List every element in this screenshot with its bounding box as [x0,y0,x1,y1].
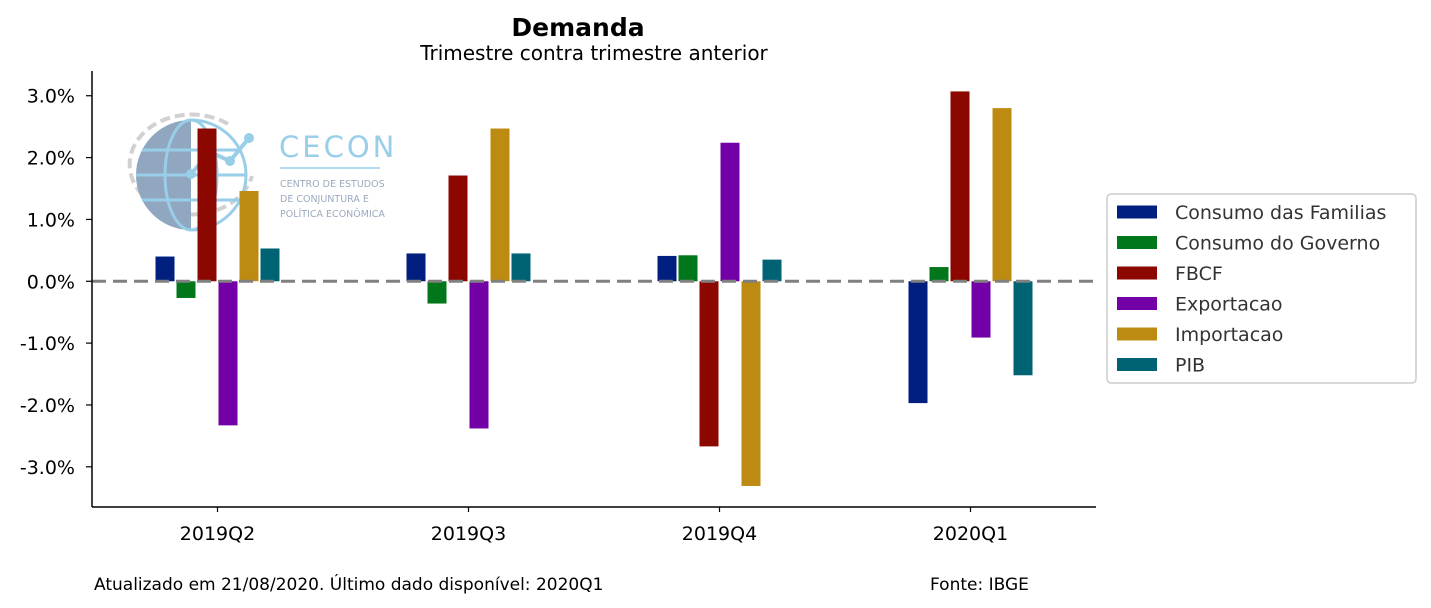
logo-trend-point [225,156,235,166]
y-tick-label: 2.0% [27,148,75,170]
bar-consumo-do-governo-2019q4 [678,255,698,282]
legend-label: Importacao [1175,324,1283,346]
legend-swatch [1117,205,1157,219]
legend-label: Consumo das Familias [1175,202,1386,224]
logo-line-1: CENTRO DE ESTUDOS [280,179,385,190]
bars-group [155,91,1033,486]
bar-consumo-das-familias-2019q2 [155,256,175,282]
x-axis-ticks: 2019Q2 2019Q3 2019Q4 2020Q1 [180,507,1008,545]
x-tick-label: 2020Q1 [933,523,1008,545]
x-tick-label: 2019Q4 [682,523,757,545]
y-tick-label: -3.0% [20,457,75,479]
logo-line-3: POLÍTICA ECONÔMICA [280,208,385,220]
bar-consumo-do-governo-2019q2 [176,281,196,298]
y-tick-label: -2.0% [20,395,75,417]
bar-exportacao-2019q3 [469,281,489,429]
y-axis-ticks: 3.0% 2.0% 1.0% 0.0% -1.0% -2.0% -3.0% [20,86,92,479]
bar-exportacao-2019q2 [218,281,238,426]
logo-arc [127,112,254,217]
legend: Consumo das Familias Consumo do Governo FB… [1106,193,1417,384]
bar-consumo-das-familias-2019q4 [657,255,677,282]
cecon-logo: CECON CENTRO DE ESTUDOS DE CONJUNTURA E … [127,112,397,232]
bar-consumo-do-governo-2020q1 [929,267,949,282]
y-tick-label: 3.0% [27,86,75,108]
legend-label: PIB [1175,355,1205,377]
bar-consumo-das-familias-2019q3 [406,253,426,282]
bar-pib-2019q2 [260,248,280,282]
bar-exportacao-2020q1 [971,281,991,338]
logo-trend-point [186,169,196,179]
legend-swatch [1117,327,1157,341]
y-tick-label: -1.0% [20,333,75,355]
bar-importacao-2020q1 [992,108,1012,282]
bar-pib-2019q4 [762,259,782,282]
y-tick-label: 0.0% [27,271,75,293]
bar-importacao-2019q2 [239,190,259,282]
footer-source: Fonte: IBGE [930,575,1029,595]
bar-exportacao-2019q4 [720,142,740,282]
logo-line-2: DE CONJUNTURA E [280,194,369,205]
logo-name: CECON [279,130,397,164]
chart-subtitle: Trimestre contra trimestre anterior [419,41,768,65]
logo-trend-point [244,133,254,143]
bar-fbcf-2019q4 [699,281,719,447]
bar-importacao-2019q3 [490,128,510,282]
legend-swatch [1117,236,1157,249]
bar-fbcf-2019q3 [448,175,468,282]
bar-pib-2019q3 [511,253,531,282]
legend-swatch [1117,266,1157,280]
legend-swatch [1117,358,1157,371]
legend-frame [1106,193,1417,384]
legend-label: FBCF [1175,263,1223,285]
footer-updated: Atualizado em 21/08/2020. Último dado di… [94,573,603,595]
bar-pib-2020q1 [1013,281,1033,376]
legend-swatch [1117,297,1157,310]
x-tick-label: 2019Q3 [431,523,506,545]
bar-fbcf-2020q1 [950,91,970,282]
chart-title: Demanda [511,13,644,42]
bar-consumo-das-familias-2020q1 [908,281,928,404]
legend-label: Consumo do Governo [1175,233,1380,255]
x-tick-label: 2019Q2 [180,523,255,545]
legend-label: Exportacao [1175,294,1283,316]
bar-importacao-2019q4 [741,281,761,486]
bar-fbcf-2019q2 [197,128,217,282]
bar-consumo-do-governo-2019q3 [427,281,447,304]
y-tick-label: 1.0% [27,209,75,231]
